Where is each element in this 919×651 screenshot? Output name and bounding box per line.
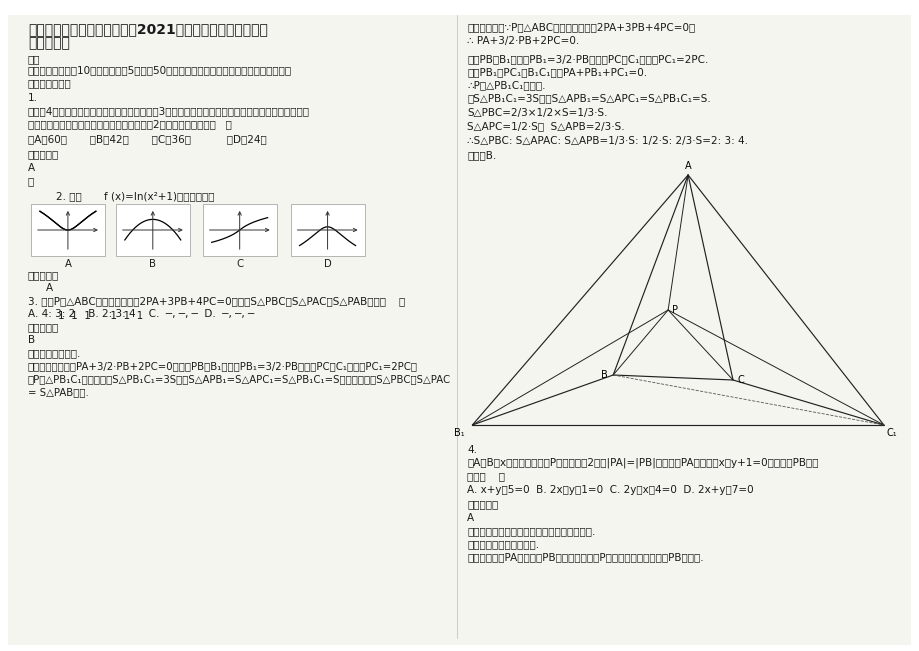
Text: 故选：B.: 故选：B. bbox=[467, 150, 496, 160]
Text: ∴ PA+3/2·PB+2PC=0.: ∴ PA+3/2·PB+2PC=0. bbox=[467, 36, 579, 46]
Text: B: B bbox=[28, 335, 35, 345]
Text: A: A bbox=[64, 259, 72, 269]
Text: A: A bbox=[467, 513, 474, 523]
Bar bbox=[116, 204, 189, 256]
Text: f (x)=ln(x²+1)的图像大致是: f (x)=ln(x²+1)的图像大致是 bbox=[104, 191, 214, 201]
Text: ∴P是△PB₁C₁的重心.: ∴P是△PB₁C₁的重心. bbox=[467, 80, 545, 90]
Bar bbox=[31, 204, 105, 256]
Text: 【分析】由已知得PA+3/2·PB+2PC=0，延长PB到B₁，使得PB₁=3/2·PB，延长PC到C₁，使得PC₁=2PC，: 【分析】由已知得PA+3/2·PB+2PC=0，延长PB到B₁，使得PB₁=3/… bbox=[28, 361, 417, 371]
Text: 设A、B是x轴上的两点，点P的横坐标为2，且|PA|=|PB|，若直线PA的方程为x－y+1=0，则直线PB的方: 设A、B是x轴上的两点，点P的横坐标为2，且|PA|=|PB|，若直线PA的方程… bbox=[467, 458, 818, 469]
Text: 【分析】求出PA的斜率，PB的倾斜角，求出P的坐标，然后求出直线PB的方程.: 【分析】求出PA的斜率，PB的倾斜角，求出P的坐标，然后求出直线PB的方程. bbox=[467, 552, 703, 562]
Text: 设S△PB₁C₁=3S，则S△APB₁=S△APC₁=S△PB₁C₁=S.: 设S△PB₁C₁=3S，则S△APB₁=S△APC₁=S△PB₁C₁=S. bbox=[467, 93, 710, 103]
Text: 2. 函数: 2. 函数 bbox=[56, 191, 82, 201]
Text: S△APC=1/2·S，  S△APB=2/3·S.: S△APC=1/2·S， S△APB=2/3·S. bbox=[467, 121, 624, 131]
Text: 略: 略 bbox=[28, 176, 34, 186]
Text: 参考答案：: 参考答案： bbox=[28, 149, 59, 159]
Bar bbox=[202, 204, 277, 256]
Text: 4.: 4. bbox=[467, 445, 477, 455]
Text: = S△PAB的值.: = S△PAB的值. bbox=[28, 387, 88, 397]
Text: ∴S△PBC: S△APAC: S△APB=1/3·S: 1/2·S: 2/3·S=2: 3: 4.: ∴S△PBC: S△APAC: S△APB=1/3·S: 1/2·S: 2/3·… bbox=[467, 136, 747, 146]
Text: C₁: C₁ bbox=[886, 428, 897, 438]
Bar bbox=[290, 204, 364, 256]
Text: A. 4: 3: 2    B. 2: 3: 4    C.  ─, ─, ─  D.  ─, ─, ─: A. 4: 3: 2 B. 2: 3: 4 C. ─, ─, ─ D. ─, ─… bbox=[28, 309, 254, 319]
Text: B: B bbox=[149, 259, 156, 269]
Text: 计划在4个不同的体育馆举办排球、篮球、足球3个项目的比赛，每个项目的比赛只能安排在一个体育: 计划在4个不同的体育馆举办排球、篮球、足球3个项目的比赛，每个项目的比赛只能安排… bbox=[28, 106, 310, 116]
Text: 连结PB₁、PC₁、B₁C₁，则PA+PB₁+PC₁=0.: 连结PB₁、PC₁、B₁C₁，则PA+PB₁+PC₁=0. bbox=[467, 67, 647, 77]
Text: C: C bbox=[736, 375, 743, 385]
Text: 1.: 1. bbox=[28, 93, 38, 103]
Text: A: A bbox=[28, 163, 35, 173]
Text: 参考答案：: 参考答案： bbox=[28, 322, 59, 332]
Text: A: A bbox=[684, 161, 691, 171]
Text: B: B bbox=[601, 370, 607, 380]
Text: 【考点】正弦定理.: 【考点】正弦定理. bbox=[28, 348, 81, 358]
Text: 贵州省遵义市三合镇中心学校2021年高三数学理上学期期末: 贵州省遵义市三合镇中心学校2021年高三数学理上学期期末 bbox=[28, 22, 267, 36]
Text: 参考答案：: 参考答案： bbox=[467, 499, 498, 509]
Text: 馆进行，则在同一个体育馆比赛的项目不超过2个的安排方案共有（   ）: 馆进行，则在同一个体育馆比赛的项目不超过2个的安排方案共有（ ） bbox=[28, 119, 232, 129]
Text: B₁: B₁ bbox=[453, 428, 464, 438]
Text: （A）60种       （B）42种       （C）36种           （D）24种: （A）60种 （B）42种 （C）36种 （D）24种 bbox=[28, 134, 267, 144]
Text: 延长PB到B₁，使得PB₁=3/2·PB，延长PC到C₁，使得PC₁=2PC.: 延长PB到B₁，使得PB₁=3/2·PB，延长PC到C₁，使得PC₁=2PC. bbox=[467, 54, 708, 64]
Text: A: A bbox=[46, 283, 53, 293]
Text: 选择题：本大题共10小题，每小题5分，共50分。在每小题给出的四个选项中，只有是一个: 选择题：本大题共10小题，每小题5分，共50分。在每小题给出的四个选项中，只有是… bbox=[28, 65, 291, 75]
Text: D: D bbox=[323, 259, 331, 269]
Text: 1  1  1      1  1  1: 1 1 1 1 1 1 bbox=[58, 311, 143, 321]
Text: P: P bbox=[672, 305, 677, 315]
Text: 一、: 一、 bbox=[28, 54, 40, 64]
Text: A. x+y－5=0  B. 2x－y－1=0  C. 2y－x－4=0  D. 2x+y－7=0: A. x+y－5=0 B. 2x－y－1=0 C. 2y－x－4=0 D. 2x… bbox=[467, 485, 754, 495]
Text: 符合题目要求的: 符合题目要求的 bbox=[28, 78, 72, 88]
Text: 程是（    ）: 程是（ ） bbox=[467, 471, 505, 481]
Text: S△PBC=2/3×1/2×S=1/3·S.: S△PBC=2/3×1/2×S=1/3·S. bbox=[467, 108, 607, 118]
Text: 【解答】解：∵P是△ABC内一点，且满足2PA+3PB+4PC=0，: 【解答】解：∵P是△ABC内一点，且满足2PA+3PB+4PC=0， bbox=[467, 22, 695, 32]
Text: 【考点】与直线关于点、直线对称的直线方程.: 【考点】与直线关于点、直线对称的直线方程. bbox=[467, 526, 596, 536]
Text: 则P是△PB₁C₁的重心，设S△PB₁C₁=3S，则S△APB₁=S△APC₁=S△PB₁C₁=S，由此能求出S△PBC、S△PAC: 则P是△PB₁C₁的重心，设S△PB₁C₁=3S，则S△APB₁=S△APC₁=… bbox=[28, 374, 450, 384]
Text: 试卷含解析: 试卷含解析 bbox=[28, 36, 70, 50]
Text: C: C bbox=[236, 259, 243, 269]
Text: 【专题】计算题；压轴题.: 【专题】计算题；压轴题. bbox=[467, 539, 539, 549]
Text: 3. 已知P是△ABC内一点，且满足2PA+3PB+4PC=0，那么S△PBC、S△PAC、S△PAB等于（    ）: 3. 已知P是△ABC内一点，且满足2PA+3PB+4PC=0，那么S△PBC、… bbox=[28, 296, 404, 306]
Text: 参考答案：: 参考答案： bbox=[28, 270, 59, 280]
